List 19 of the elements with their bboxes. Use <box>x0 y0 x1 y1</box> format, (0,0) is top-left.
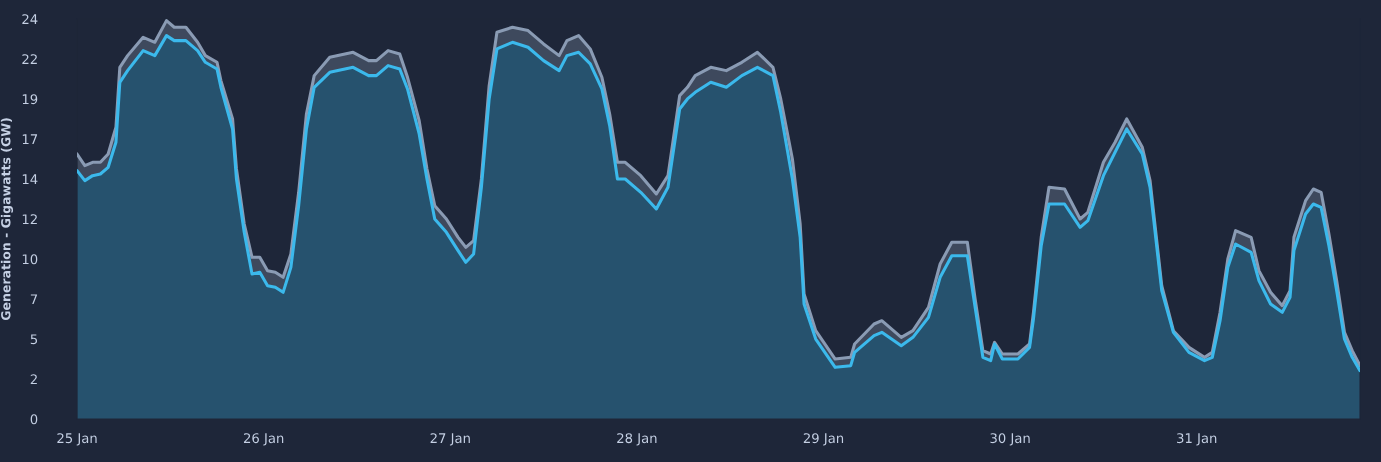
y-tick-label: 7 <box>30 294 38 305</box>
y-tick-label: 10 <box>22 254 38 265</box>
y-tick-label: 12 <box>22 214 37 224</box>
x-tick-label: 25 Jan <box>57 433 97 446</box>
y-tick-label: 19 <box>22 94 38 105</box>
x-tick-label: 30 Jan <box>990 433 1030 446</box>
x-tick-label: 27 Jan <box>430 433 470 446</box>
x-tick-label: 31 Jan <box>1177 433 1217 446</box>
x-tick-label: 28 Jan <box>617 433 657 446</box>
y-tick-label: 22 <box>22 54 37 64</box>
x-tick-label: 29 Jan <box>803 433 844 446</box>
y-tick-label: 5 <box>30 334 38 345</box>
y-axis-title: Generation - Gigawatts (GW) <box>0 118 14 321</box>
y-tick-label: 17 <box>22 134 38 144</box>
y-tick-label: 2 <box>30 374 37 385</box>
y-tick-label: 14 <box>22 174 38 184</box>
y-tick-label: 24 <box>22 14 38 24</box>
x-tick-label: 26 Jan <box>243 433 284 446</box>
y-tick-label: 0 <box>30 414 38 425</box>
